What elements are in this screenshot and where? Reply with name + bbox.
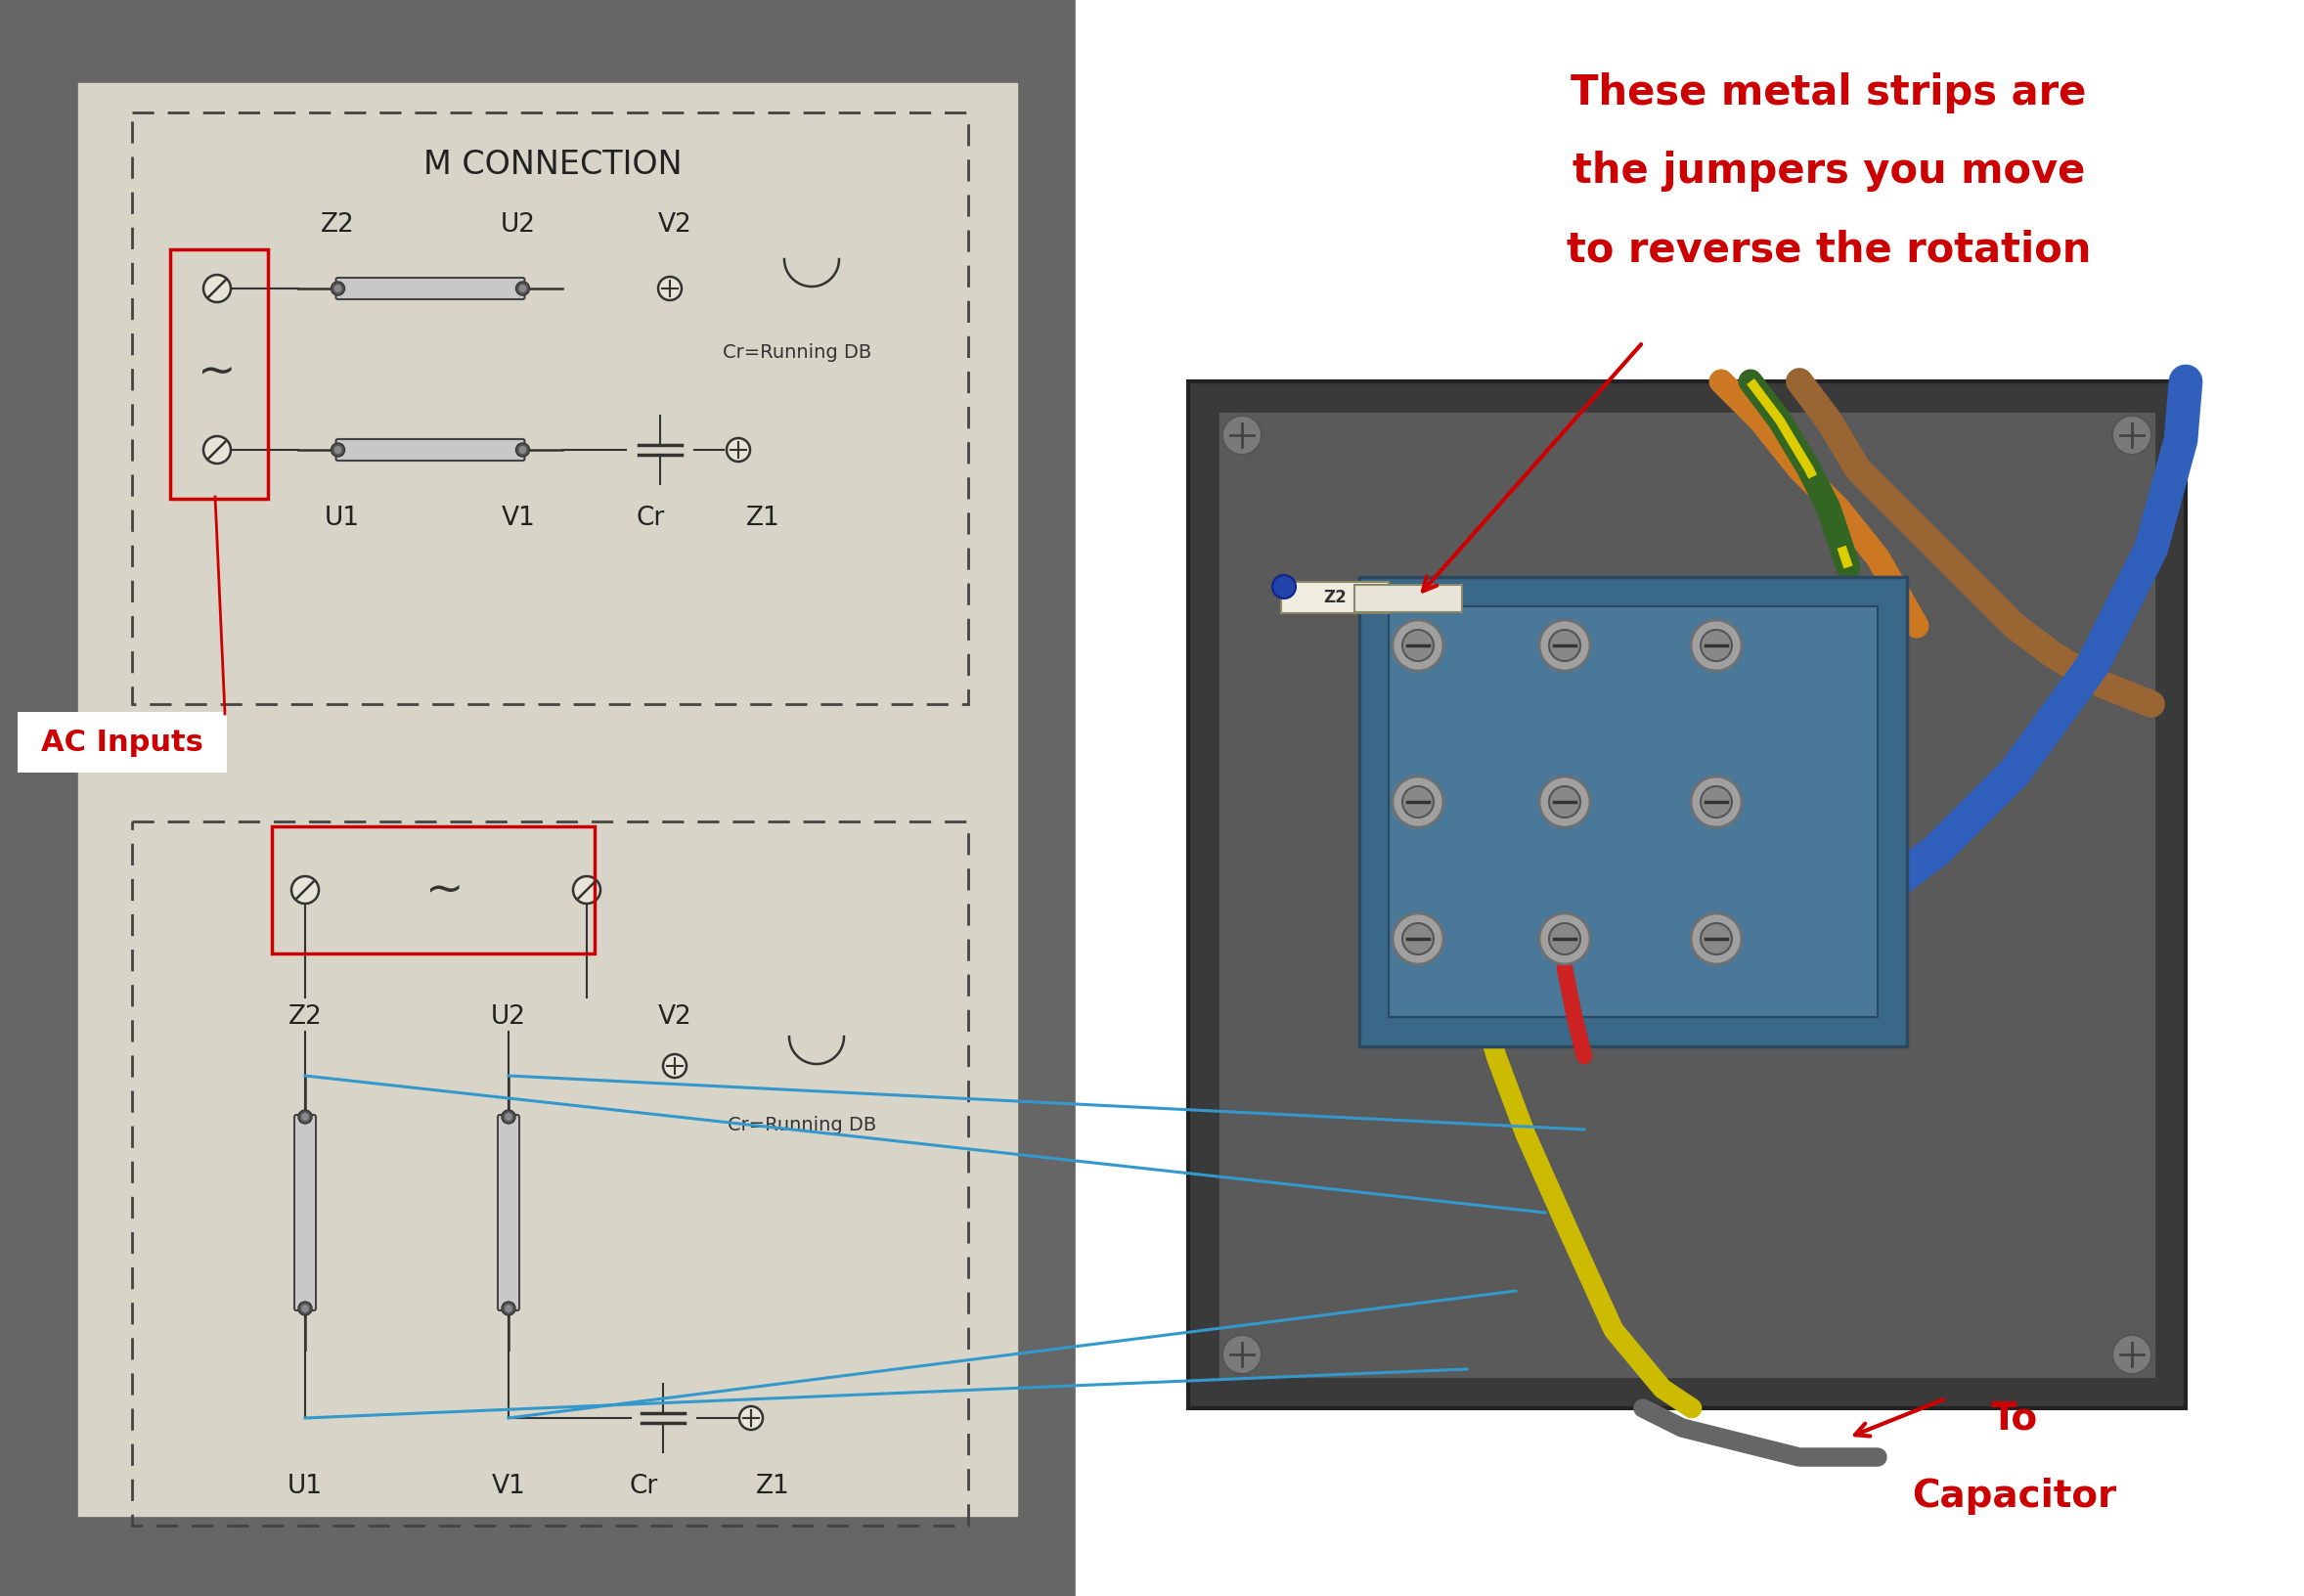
FancyBboxPatch shape: [336, 439, 525, 461]
Circle shape: [1539, 913, 1590, 964]
Circle shape: [726, 439, 751, 461]
Circle shape: [505, 1112, 511, 1120]
FancyBboxPatch shape: [18, 712, 226, 772]
Bar: [272, 827, 594, 953]
Text: Z2: Z2: [1322, 589, 1346, 606]
Circle shape: [1700, 922, 1733, 954]
Circle shape: [659, 276, 682, 300]
Bar: [131, 822, 968, 1526]
Circle shape: [518, 284, 528, 292]
Circle shape: [740, 1406, 763, 1430]
Circle shape: [1403, 630, 1433, 661]
Circle shape: [2113, 415, 2152, 455]
Text: U1: U1: [325, 506, 359, 531]
Bar: [78, 83, 1016, 1516]
Circle shape: [1392, 777, 1442, 827]
Bar: [1281, 583, 1389, 613]
Circle shape: [516, 281, 530, 295]
Text: ~: ~: [198, 350, 237, 394]
Bar: [0, 0, 1076, 1596]
Text: Capacitor: Capacitor: [1912, 1478, 2117, 1515]
Text: to reverse the rotation: to reverse the rotation: [1567, 228, 2092, 270]
Bar: [1355, 584, 1463, 613]
Circle shape: [1223, 415, 1263, 455]
Text: U2: U2: [491, 1004, 525, 1029]
Text: These metal strips are: These metal strips are: [1571, 72, 2087, 113]
Circle shape: [1272, 575, 1295, 598]
Text: M CONNECTION: M CONNECTION: [424, 148, 682, 180]
Text: U2: U2: [500, 212, 537, 238]
Circle shape: [1392, 913, 1442, 964]
Circle shape: [574, 876, 601, 903]
Text: AC Inputs: AC Inputs: [41, 729, 203, 758]
Circle shape: [297, 1302, 311, 1315]
Circle shape: [1548, 630, 1581, 661]
Circle shape: [332, 444, 346, 456]
Bar: [170, 249, 267, 498]
FancyBboxPatch shape: [336, 278, 525, 300]
Text: V1: V1: [491, 1473, 525, 1499]
Text: the jumpers you move: the jumpers you move: [1571, 150, 2085, 192]
Circle shape: [334, 284, 341, 292]
Circle shape: [1548, 787, 1581, 817]
Circle shape: [203, 275, 230, 302]
Circle shape: [1548, 922, 1581, 954]
Circle shape: [302, 1112, 309, 1120]
Circle shape: [1392, 619, 1442, 670]
Bar: [131, 112, 968, 704]
Circle shape: [332, 281, 346, 295]
Bar: [1217, 410, 2157, 1379]
Circle shape: [664, 1055, 687, 1077]
Text: Cr: Cr: [629, 1473, 657, 1499]
Text: U1: U1: [288, 1473, 323, 1499]
Circle shape: [2113, 1334, 2152, 1374]
Text: Cr=Running DB: Cr=Running DB: [723, 343, 871, 361]
Circle shape: [297, 1109, 311, 1124]
Circle shape: [1691, 619, 1742, 670]
Bar: [1076, 0, 2304, 1596]
Circle shape: [1223, 1334, 1263, 1374]
Bar: [1359, 578, 1908, 1047]
Circle shape: [1539, 619, 1590, 670]
Text: V1: V1: [502, 506, 535, 531]
Text: Z1: Z1: [746, 506, 779, 531]
Text: V2: V2: [657, 212, 691, 238]
Bar: [1189, 381, 2186, 1408]
Circle shape: [334, 445, 341, 453]
Circle shape: [302, 1304, 309, 1312]
FancyBboxPatch shape: [498, 1116, 518, 1310]
Circle shape: [518, 445, 528, 453]
Circle shape: [1691, 913, 1742, 964]
Circle shape: [290, 876, 318, 903]
Text: Z2: Z2: [320, 212, 355, 238]
Text: V2: V2: [657, 1004, 691, 1029]
Circle shape: [1539, 777, 1590, 827]
Bar: [1389, 606, 1878, 1017]
Text: Cr=Running DB: Cr=Running DB: [728, 1116, 876, 1133]
Circle shape: [1691, 777, 1742, 827]
Circle shape: [1700, 787, 1733, 817]
Text: ~: ~: [426, 868, 465, 911]
Circle shape: [1403, 922, 1433, 954]
Circle shape: [203, 436, 230, 463]
Circle shape: [502, 1302, 516, 1315]
Circle shape: [1700, 630, 1733, 661]
Text: Cr: Cr: [636, 506, 664, 531]
Text: Z1: Z1: [756, 1473, 790, 1499]
Circle shape: [502, 1109, 516, 1124]
Circle shape: [516, 444, 530, 456]
Circle shape: [1403, 787, 1433, 817]
Circle shape: [505, 1304, 511, 1312]
Text: To: To: [1991, 1400, 2039, 1436]
Text: Z2: Z2: [288, 1004, 323, 1029]
FancyBboxPatch shape: [295, 1116, 316, 1310]
